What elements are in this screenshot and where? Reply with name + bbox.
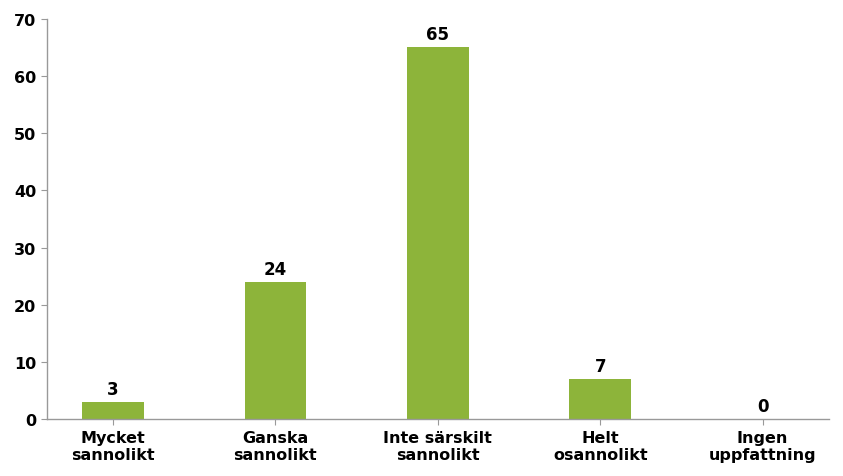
Text: 3: 3 (107, 380, 119, 398)
Bar (244, 282, 306, 419)
Bar (407, 49, 469, 419)
Bar (569, 379, 631, 419)
Text: 65: 65 (427, 27, 449, 44)
Text: 24: 24 (264, 260, 287, 278)
Text: 0: 0 (757, 397, 769, 416)
Text: 7: 7 (594, 357, 606, 376)
Bar (82, 402, 144, 419)
